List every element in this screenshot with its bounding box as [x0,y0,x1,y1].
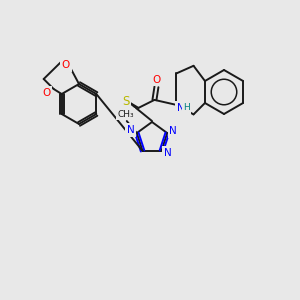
Text: O: O [62,60,70,70]
Text: N: N [164,148,171,158]
Text: N: N [169,126,177,136]
Text: O: O [43,88,51,98]
Text: S: S [122,95,129,108]
Text: N: N [127,125,135,135]
Text: O: O [152,75,160,85]
Text: CH₃: CH₃ [118,110,134,118]
Text: H: H [183,103,190,112]
Text: N: N [177,103,184,113]
